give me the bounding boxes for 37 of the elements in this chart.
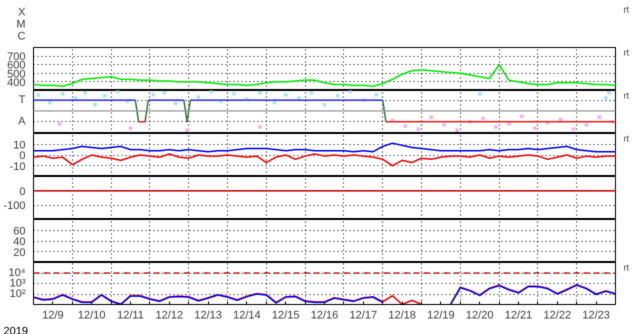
x-tick-label: 12/20 (466, 310, 494, 322)
category-label: T (18, 94, 26, 106)
y-tick-label: 60 (13, 225, 26, 238)
y-tick-label: 10 (13, 139, 26, 152)
text: rt (624, 134, 630, 144)
x-tick-label: 12/13 (194, 310, 222, 322)
text: rt (624, 4, 630, 15)
y-tick-label: -10 (10, 160, 26, 173)
text: rt (624, 48, 630, 58)
x-tick-label: 12/11 (117, 310, 144, 322)
text: C (18, 30, 26, 42)
category-label: A (18, 116, 26, 128)
text: rt (624, 262, 630, 273)
x-tick-label: 12/18 (388, 310, 416, 322)
y-tick-label: -100 (3, 200, 26, 212)
text: rt (624, 90, 630, 101)
y-tick-label: 0 (19, 150, 26, 162)
y-tick-label: 20 (13, 246, 26, 259)
x-tick-label: 12/19 (427, 310, 455, 322)
x-tick-label: 12/14 (233, 310, 261, 322)
y-tick-label: 40 (13, 236, 26, 248)
x-tick-label: 12/23 (582, 310, 610, 322)
x-tick-label: 12/16 (310, 310, 338, 322)
x-tick-label: 12/22 (544, 310, 572, 322)
x-tick-label: 12/21 (504, 310, 532, 322)
x-tick-label: 12/17 (350, 310, 378, 322)
x-tick-label: 12/10 (78, 310, 106, 322)
y-tick-label: 400 (7, 76, 26, 89)
text: X (18, 6, 26, 19)
y-tick-label: 10³ (10, 278, 26, 290)
x-tick-label: 12/9 (42, 310, 64, 322)
y-tick-label: 10⁴ (8, 267, 26, 279)
y-tick-label: 0 (19, 186, 26, 198)
x-tick-label: 12/15 (272, 310, 300, 322)
text: M (16, 18, 26, 31)
x-tick-label: 12/12 (156, 310, 184, 322)
y-tick-label: 10² (10, 288, 26, 300)
